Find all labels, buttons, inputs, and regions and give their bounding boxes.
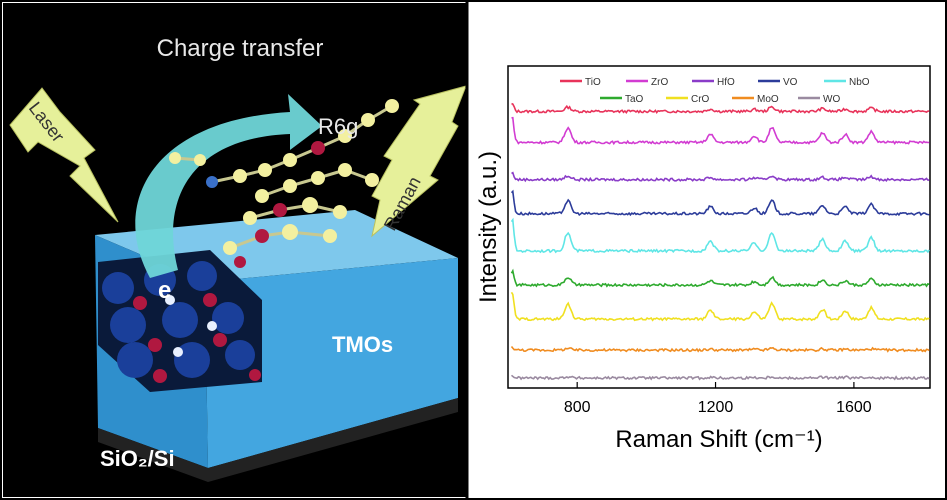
legend-label: CrO xyxy=(691,94,710,105)
plot-frame xyxy=(507,65,931,389)
series-line-tio xyxy=(511,102,930,115)
legend-label: TaO xyxy=(625,94,644,105)
lattice-atom-red xyxy=(133,296,147,310)
charge-transfer-arrow xyxy=(135,94,322,278)
legend-label: VO xyxy=(783,77,798,88)
x-tick-label: 1600 xyxy=(836,399,872,416)
lattice-atom-red xyxy=(249,369,261,381)
series-line-cro xyxy=(510,291,930,322)
lattice-atom xyxy=(102,272,134,304)
series-line-moo xyxy=(510,345,930,353)
charge-transfer-title: Charge transfer xyxy=(157,35,324,62)
x-tick-label: 800 xyxy=(564,399,591,416)
lattice-atom-white xyxy=(173,347,183,357)
lattice-atom xyxy=(187,261,217,291)
legend-label: HfO xyxy=(717,77,735,88)
lattice-atom-red xyxy=(153,369,167,383)
lattice-atom xyxy=(117,342,153,378)
series-line-zro xyxy=(511,116,930,146)
lattice-atom xyxy=(110,307,146,343)
laser-bolt: Laser xyxy=(9,87,119,223)
series-layer xyxy=(510,102,930,381)
lattice-atom xyxy=(162,302,198,338)
schematic-panel: Charge transfer xyxy=(3,3,467,497)
r6g-label: R6g xyxy=(318,114,358,139)
legend-label: MoO xyxy=(757,94,779,105)
slab-front xyxy=(205,258,458,468)
x-axis-label: Raman Shift (cm⁻¹) xyxy=(615,426,822,453)
lattice-atom-white xyxy=(165,295,175,305)
legend-label: WO xyxy=(823,94,840,105)
lattice-atom xyxy=(212,302,244,334)
lattice-atom-white xyxy=(207,321,217,331)
series-line-tao xyxy=(510,268,930,288)
legend-label: TiO xyxy=(585,77,601,88)
tmos-label: TMOs xyxy=(332,332,393,357)
series-line-wo xyxy=(510,374,930,381)
lattice-cutaway xyxy=(98,250,262,392)
y-axis-label: Intensity (a.u.) xyxy=(475,151,502,303)
series-line-vo xyxy=(510,189,930,217)
lattice-atom-red xyxy=(148,338,162,352)
legend-label: NbO xyxy=(849,77,870,88)
raman-chart: TiO ZrO HfO VO NbO TaO CrO MoO WO 800 1200 1600 Ra… xyxy=(475,65,931,453)
lattice-atom-red xyxy=(213,333,227,347)
slab-base xyxy=(98,398,458,482)
lattice-atom xyxy=(174,342,210,378)
legend-label: ZrO xyxy=(651,77,668,88)
x-tick-label: 1200 xyxy=(698,399,734,416)
series-line-hfo xyxy=(511,171,930,183)
series-line-nbo xyxy=(510,217,930,254)
lattice-atom xyxy=(225,340,255,370)
r6g-molecule xyxy=(169,99,399,268)
substrate-label: SiO₂/Si xyxy=(100,446,175,471)
lattice-atom-red xyxy=(203,293,217,307)
x-axis: 800 1200 1600 xyxy=(564,382,872,416)
chart-legend: TiO ZrO HfO VO NbO TaO CrO MoO WO xyxy=(560,77,870,105)
electron-label: e xyxy=(158,277,171,304)
